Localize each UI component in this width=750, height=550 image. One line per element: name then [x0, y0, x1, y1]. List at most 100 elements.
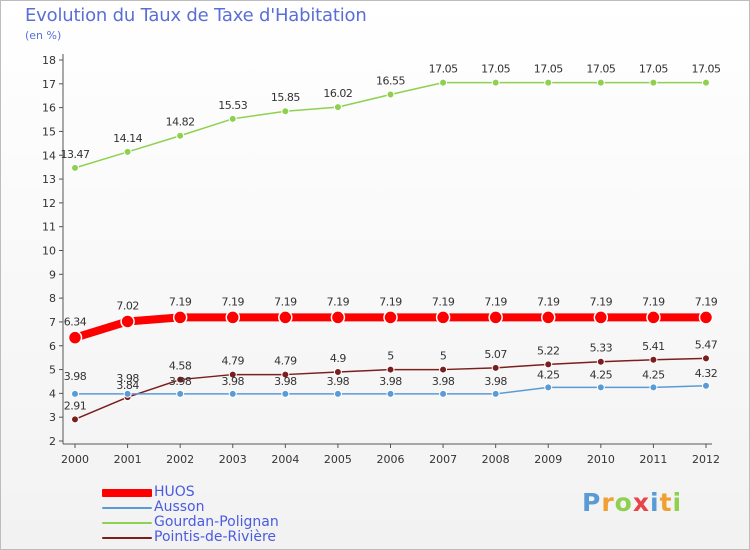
data-point — [386, 389, 395, 398]
data-label: 4.32 — [695, 367, 718, 380]
data-label: 7.19 — [274, 295, 297, 308]
y-tick-label: 4 — [49, 387, 56, 400]
x-tick-label: 2008 — [482, 453, 510, 466]
data-point — [281, 370, 290, 379]
data-label: 17.05 — [639, 63, 668, 76]
data-label: 7.19 — [432, 295, 455, 308]
x-tick-label: 2001 — [114, 453, 142, 466]
data-point — [172, 310, 188, 325]
data-point — [596, 383, 605, 392]
data-label: 4.25 — [537, 368, 560, 381]
logo-letter: t — [659, 488, 673, 517]
data-point — [281, 389, 290, 398]
data-point — [596, 78, 605, 87]
legend-item: Ausson — [102, 499, 362, 515]
y-tick-label: 17 — [42, 78, 56, 91]
data-label: 4.79 — [274, 355, 297, 368]
data-label: 5.47 — [695, 338, 718, 351]
data-point — [228, 389, 237, 398]
data-point — [333, 389, 342, 398]
data-point — [649, 383, 658, 392]
legend-label: HUOS — [154, 484, 195, 500]
y-tick-label: 6 — [49, 340, 56, 353]
data-label: 7.19 — [642, 295, 665, 308]
data-label: 3.98 — [64, 370, 87, 383]
series-huos — [67, 310, 714, 345]
data-point — [383, 310, 398, 325]
data-point — [698, 310, 714, 325]
data-label: 15.53 — [218, 99, 247, 112]
y-tick-label: 12 — [42, 197, 56, 210]
data-label: 5.22 — [537, 344, 560, 357]
chart-title: Evolution du Taux de Taxe d'Habitation — [25, 5, 367, 26]
x-tick-label: 2006 — [377, 453, 405, 466]
data-label: 5.41 — [642, 340, 665, 353]
data-label: 2.91 — [64, 399, 87, 412]
data-point — [123, 389, 132, 398]
legend-swatch — [102, 507, 152, 509]
data-point — [333, 103, 342, 112]
data-point — [541, 310, 556, 325]
data-label: 17.05 — [692, 63, 721, 76]
data-point — [176, 131, 185, 140]
y-tick-label: 15 — [42, 125, 56, 138]
data-point — [491, 78, 500, 87]
data-label: 3.84 — [116, 379, 139, 392]
x-tick-label: 2005 — [324, 453, 352, 466]
y-tick-label: 3 — [49, 411, 56, 424]
data-label: 17.05 — [534, 63, 563, 76]
data-point — [225, 310, 240, 325]
y-tick-label: 16 — [42, 102, 56, 115]
data-point — [649, 355, 658, 364]
y-tick-label: 10 — [42, 245, 56, 258]
data-point — [176, 389, 185, 398]
legend-label: Pointis-de-Rivière — [154, 529, 277, 545]
data-label: 4.25 — [642, 368, 665, 381]
data-label: 7.19 — [379, 295, 402, 308]
y-tick-label: 8 — [49, 292, 56, 305]
data-label: 3.98 — [274, 375, 297, 388]
x-tick-label: 2002 — [166, 453, 194, 466]
logo-letter: i — [672, 488, 683, 517]
data-point — [596, 357, 605, 366]
y-tick-label: 11 — [42, 221, 56, 234]
data-point — [281, 107, 290, 116]
logo-letter: o — [614, 488, 633, 517]
data-point — [278, 310, 293, 325]
data-label: 17.05 — [586, 63, 615, 76]
legend-swatch — [102, 522, 152, 524]
data-point — [702, 354, 710, 363]
data-label: 7.19 — [537, 295, 560, 308]
x-tick-label: 2009 — [534, 453, 562, 466]
data-label: 5 — [440, 350, 447, 363]
series-ausson — [71, 381, 710, 398]
y-tick-label: 13 — [42, 173, 56, 186]
data-point — [228, 114, 237, 123]
data-label: 3.98 — [432, 375, 455, 388]
data-point — [544, 360, 553, 369]
x-tick-label: 2010 — [587, 453, 615, 466]
data-label: 3.98 — [116, 372, 139, 385]
y-tick-label: 14 — [42, 149, 56, 162]
data-point — [123, 147, 132, 156]
logo-letter: r — [601, 488, 615, 517]
data-label: 3.98 — [484, 375, 507, 388]
legend-label: Ausson — [154, 499, 205, 515]
legend-label: Gourdan-Polignan — [154, 514, 279, 530]
data-label: 6.34 — [64, 316, 87, 329]
data-point — [386, 365, 395, 374]
x-tick-label: 2004 — [271, 453, 299, 466]
data-label: 7.19 — [169, 295, 192, 308]
x-tick-label: 2011 — [639, 453, 667, 466]
data-point — [702, 381, 710, 390]
data-label: 15.85 — [271, 91, 300, 104]
series-gourdan-polignan — [71, 78, 710, 172]
data-label: 3.98 — [222, 375, 245, 388]
data-label: 7.19 — [695, 295, 718, 308]
data-point — [702, 78, 710, 87]
data-point — [593, 310, 609, 325]
x-tick-label: 2003 — [219, 453, 247, 466]
data-label: 7.02 — [116, 299, 139, 312]
data-point — [435, 310, 451, 325]
